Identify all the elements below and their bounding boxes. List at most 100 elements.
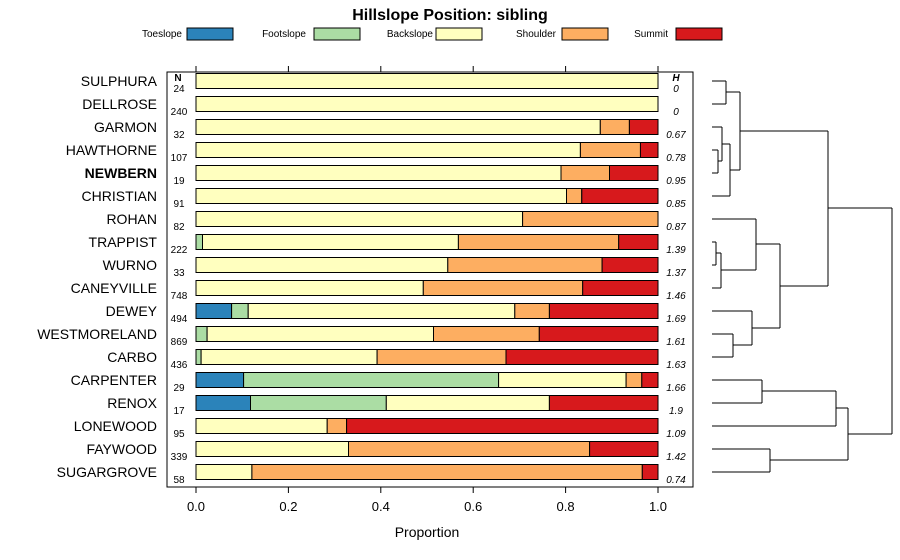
bar-segment-backslope <box>195 142 581 158</box>
row-n-value: 91 <box>173 199 185 210</box>
row-label: RENOX <box>107 395 157 411</box>
row-n-value: 58 <box>173 475 185 486</box>
row-label: CANEYVILLE <box>71 280 157 296</box>
bar-segment-backslope <box>385 395 550 411</box>
row-label: DELLROSE <box>82 96 157 112</box>
dendrogram-link <box>712 80 740 105</box>
legend-label-backslope: Backslope <box>387 29 434 40</box>
legend-swatch-summit <box>675 27 723 41</box>
bar-segment-backslope <box>195 280 424 296</box>
row-h-value: 1.09 <box>666 429 686 440</box>
row-h-value: 0.74 <box>666 475 686 486</box>
bar-segment-summit <box>582 280 659 296</box>
row-label: GARMON <box>94 119 157 135</box>
row-h-value: 0.85 <box>666 199 686 210</box>
legend-swatch-backslope <box>435 27 483 41</box>
row-label: CHRISTIAN <box>82 188 157 204</box>
row-label: ROHAN <box>106 211 157 227</box>
row-n-value: 29 <box>173 383 185 394</box>
bar-segment-shoulder <box>422 280 584 296</box>
row-n-value: 17 <box>173 406 185 417</box>
legend: Toeslope Footslope Backslope Shoulder Summit <box>142 27 723 41</box>
x-axis: 0.0 0.2 0.4 0.6 0.8 1.0 <box>187 66 667 514</box>
n-header: N <box>174 73 181 84</box>
row-h-value: 0 <box>673 84 679 95</box>
row-label: DEWEY <box>106 303 158 319</box>
bar-segment-backslope <box>195 418 328 434</box>
bar-segment-shoulder <box>326 418 348 434</box>
legend-label-summit: Summit <box>634 29 668 40</box>
bar-segment-summit <box>538 326 659 342</box>
row-label: NEWBERN <box>85 165 157 181</box>
x-axis-title: Proportion <box>395 524 460 540</box>
bar-segment-shoulder <box>599 119 630 135</box>
bar-segment-summit <box>609 165 659 181</box>
bar-segment-toeslope <box>195 303 233 319</box>
dendrogram-link <box>712 218 780 289</box>
bar-segment-backslope <box>195 96 659 112</box>
row-n-value: 222 <box>171 245 188 256</box>
row-h-value: 1.69 <box>666 314 686 325</box>
row-n-value: 32 <box>173 130 185 141</box>
legend-swatch-shoulder <box>561 27 609 41</box>
bar-segment-shoulder <box>457 234 620 250</box>
dendrogram-link <box>847 408 892 460</box>
h-header: H <box>672 73 680 84</box>
row-label: LONEWOOD <box>74 418 157 434</box>
bar-segment-summit <box>628 119 659 135</box>
row-h-value: 1.66 <box>666 383 686 394</box>
row-h-value: 0 <box>673 107 679 118</box>
bar-segment-shoulder <box>251 464 643 480</box>
bar-segment-summit <box>581 188 659 204</box>
x-tick-label: 0.6 <box>464 499 482 514</box>
row-n-value: 339 <box>171 452 188 463</box>
x-tick-label: 0.2 <box>279 499 297 514</box>
row-h-value: 1.63 <box>666 360 686 371</box>
plot-frame <box>166 71 694 488</box>
bar-segment-backslope <box>195 441 349 457</box>
row-h-value: 1.46 <box>666 291 686 302</box>
x-tick-label: 0.4 <box>372 499 390 514</box>
bar-segment-backslope <box>200 349 378 365</box>
legend-label-toeslope: Toeslope <box>142 29 182 40</box>
x-tick-label: 0.0 <box>187 499 205 514</box>
row-h-value: 1.42 <box>666 452 686 463</box>
bar-segment-footslope <box>250 395 387 411</box>
dendrogram-link <box>712 379 848 427</box>
legend-swatch-toeslope <box>186 27 234 41</box>
bar-segment-shoulder <box>560 165 610 181</box>
row-h-value: 0.67 <box>666 130 686 141</box>
row-n-value: 748 <box>171 291 188 302</box>
chart-title: Hillslope Position: sibling <box>352 7 548 24</box>
bar-segment-backslope <box>247 303 516 319</box>
row-n-value: 19 <box>173 176 185 187</box>
row-label: FAYWOOD <box>86 441 157 457</box>
legend-label-shoulder: Shoulder <box>516 29 557 40</box>
row-n-value: 240 <box>171 107 188 118</box>
row-label: CARBO <box>107 349 157 365</box>
bar-segment-backslope <box>195 188 567 204</box>
bar-segment-backslope <box>195 257 449 273</box>
bar-segment-footslope <box>243 372 500 388</box>
bar-segment-summit <box>589 441 659 457</box>
bar-segment-toeslope <box>195 395 251 411</box>
bar-segment-shoulder <box>522 211 659 227</box>
row-label: SULPHURA <box>81 73 158 89</box>
bar-segment-toeslope <box>195 372 245 388</box>
bar-segment-backslope <box>195 211 524 227</box>
bar-segment-backslope <box>202 234 459 250</box>
bar-segment-shoulder <box>625 372 643 388</box>
bar-segment-summit <box>548 303 659 319</box>
bar-segment-backslope <box>195 119 601 135</box>
row-h-value: 1.37 <box>666 268 686 279</box>
row-h-value: 0.87 <box>666 222 686 233</box>
row-h-value: 0.95 <box>666 176 686 187</box>
bar-segment-summit <box>601 257 659 273</box>
bar-segment-backslope <box>206 326 434 342</box>
row-label: TRAPPIST <box>89 234 158 250</box>
bar-segment-shoulder <box>566 188 583 204</box>
row-label: SUGARGROVE <box>57 464 157 480</box>
bar-segment-footslope <box>195 234 203 250</box>
bar-segment-summit <box>548 395 659 411</box>
